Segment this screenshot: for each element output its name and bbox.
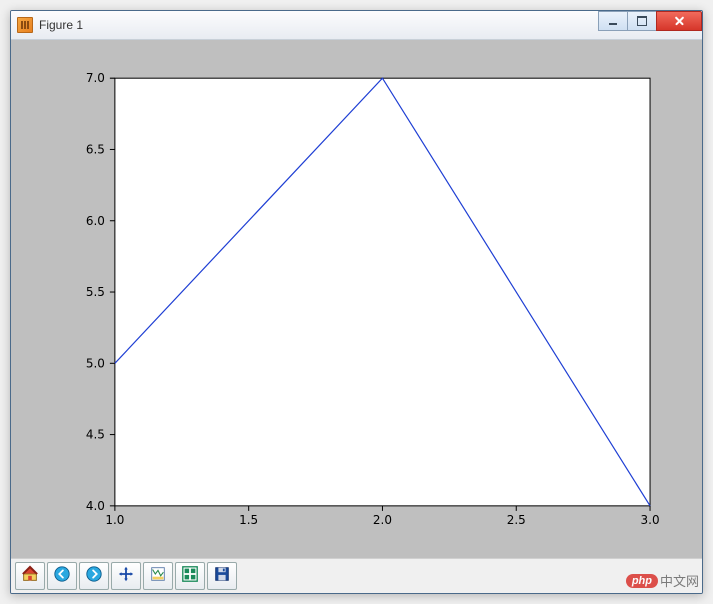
save-button[interactable] bbox=[207, 562, 237, 590]
watermark-text: 中文网 bbox=[660, 571, 699, 590]
source-watermark: php 中文网 bbox=[626, 571, 699, 590]
navigation-toolbar bbox=[11, 558, 702, 593]
svg-text:5.0: 5.0 bbox=[86, 356, 105, 370]
window-controls bbox=[599, 11, 702, 31]
line-chart[interactable]: 1.0 1.5 2.0 2.5 3.0 4.0 4.5 5.0 5.5 6.0 6.5 7.0 bbox=[37, 56, 676, 550]
figure-canvas-area: 1.0 1.5 2.0 2.5 3.0 4.0 4.5 5.0 5.5 6.0 6.5 7.0 bbox=[11, 40, 702, 558]
watermark-badge: php bbox=[626, 574, 658, 588]
svg-text:2.0: 2.0 bbox=[373, 513, 392, 527]
home-icon bbox=[21, 565, 39, 588]
svg-text:1.5: 1.5 bbox=[239, 513, 258, 527]
svg-text:4.0: 4.0 bbox=[86, 499, 105, 513]
subplots-button[interactable] bbox=[175, 562, 205, 590]
app-icon bbox=[17, 17, 33, 33]
svg-text:1.0: 1.0 bbox=[105, 513, 124, 527]
figure-window: Figure 1 1.0 1.5 2.0 2.5 3.0 4.0 4.5 5.0 5.5 6.0 6… bbox=[10, 10, 703, 594]
pan-icon bbox=[117, 565, 135, 588]
window-titlebar[interactable]: Figure 1 bbox=[11, 11, 702, 40]
home-button[interactable] bbox=[15, 562, 45, 590]
forward-button[interactable] bbox=[79, 562, 109, 590]
window-title: Figure 1 bbox=[39, 18, 83, 32]
minimize-button[interactable] bbox=[598, 11, 628, 31]
svg-text:4.5: 4.5 bbox=[86, 427, 105, 441]
svg-text:5.5: 5.5 bbox=[86, 285, 105, 299]
back-icon bbox=[53, 565, 71, 588]
save-icon bbox=[213, 565, 231, 588]
zoom-button[interactable] bbox=[143, 562, 173, 590]
back-button[interactable] bbox=[47, 562, 77, 590]
maximize-button[interactable] bbox=[627, 11, 657, 31]
pan-button[interactable] bbox=[111, 562, 141, 590]
svg-text:7.0: 7.0 bbox=[86, 71, 105, 85]
svg-text:6.5: 6.5 bbox=[86, 142, 105, 156]
subplots-icon bbox=[181, 565, 199, 588]
svg-text:3.0: 3.0 bbox=[641, 513, 660, 527]
close-button[interactable] bbox=[656, 11, 702, 31]
forward-icon bbox=[85, 565, 103, 588]
svg-text:6.0: 6.0 bbox=[86, 214, 105, 228]
zoom-icon bbox=[149, 565, 167, 588]
svg-text:2.5: 2.5 bbox=[507, 513, 526, 527]
